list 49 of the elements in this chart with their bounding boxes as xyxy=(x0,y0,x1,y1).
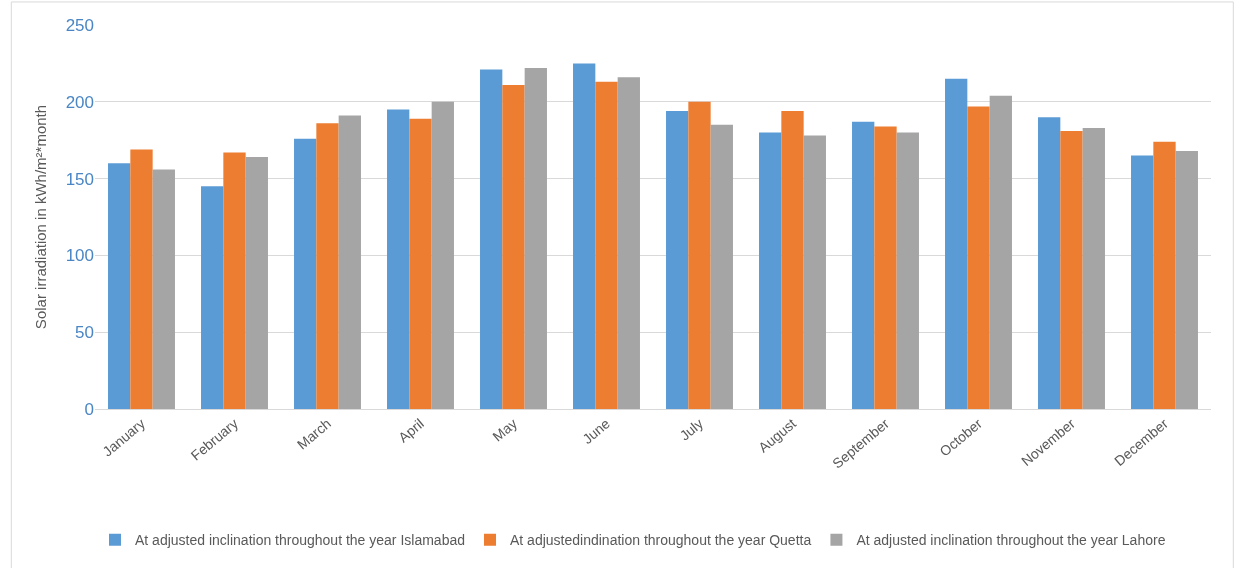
bar xyxy=(524,68,547,409)
bar xyxy=(710,124,733,409)
bar xyxy=(852,121,875,409)
legend-label: At adjusted inclination throughout the year Lahore xyxy=(856,532,1166,549)
bar xyxy=(595,81,618,409)
bar xyxy=(409,118,432,409)
bar xyxy=(1060,130,1083,409)
x-tick-label: June xyxy=(579,415,614,447)
bar xyxy=(480,69,503,409)
bar xyxy=(431,101,454,409)
bar xyxy=(617,77,640,409)
bar xyxy=(945,78,968,409)
bar xyxy=(108,163,131,409)
bar xyxy=(387,109,410,409)
bar xyxy=(573,63,596,409)
x-tick-label: May xyxy=(489,415,520,445)
bar xyxy=(1131,155,1154,409)
bar xyxy=(688,101,711,409)
y-tick-label: 200 xyxy=(65,92,94,112)
bar xyxy=(666,111,689,409)
legend-label: At adjustedindination throughout the year Quetta xyxy=(510,532,812,549)
bar xyxy=(223,152,246,409)
y-tick-label: 50 xyxy=(75,323,94,343)
legend-label: At adjusted inclination throughout the year Islamabad xyxy=(135,532,465,549)
bar xyxy=(245,157,268,409)
y-tick-label: 100 xyxy=(65,246,94,266)
bar xyxy=(989,95,1012,409)
bar xyxy=(1082,127,1105,409)
bar xyxy=(130,149,153,409)
bar xyxy=(781,111,804,409)
bar xyxy=(1038,117,1061,409)
y-tick-label: 250 xyxy=(65,15,94,35)
bar xyxy=(896,132,919,409)
bar xyxy=(502,84,525,409)
bar xyxy=(201,186,224,409)
bar xyxy=(1153,141,1176,409)
bar xyxy=(294,138,317,409)
y-tick-label: 0 xyxy=(84,399,94,419)
y-tick-label: 150 xyxy=(65,169,94,189)
bar xyxy=(338,115,361,409)
bar xyxy=(803,135,826,409)
bar xyxy=(967,106,990,409)
bar xyxy=(1175,150,1198,409)
bar xyxy=(316,123,339,409)
bar xyxy=(874,126,897,409)
bar xyxy=(759,132,782,409)
bar xyxy=(152,169,175,409)
y-axis-title: Solar irradiation in kWh/m²*month xyxy=(31,104,49,330)
x-tick-label: July xyxy=(676,415,706,444)
